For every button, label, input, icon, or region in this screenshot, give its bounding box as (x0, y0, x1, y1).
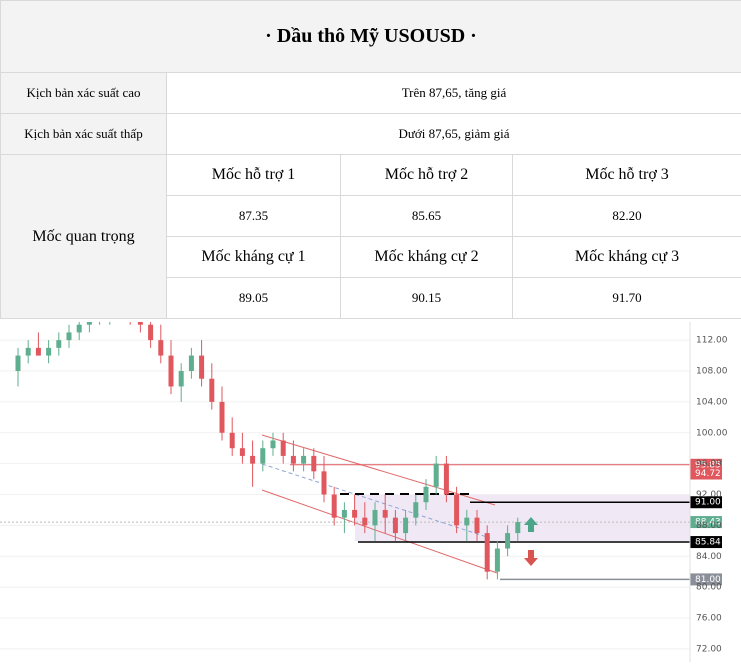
candle-body (331, 494, 337, 518)
candle-body (382, 509, 388, 518)
support-header: Mốc hỗ trợ 2 (340, 154, 513, 196)
candle-body (15, 355, 21, 372)
candles (15, 322, 521, 580)
level-label: 95.85 (695, 460, 721, 470)
y-tick-label: 92.00 (696, 490, 722, 500)
candle-body (464, 517, 470, 526)
level-label: 85.84 (695, 538, 721, 548)
y-tick-label: 112.00 (696, 336, 728, 346)
candle-body (454, 494, 460, 526)
candle-body (311, 455, 317, 472)
support-value: 85.65 (340, 195, 513, 237)
candle-body (362, 517, 368, 526)
candle-body (35, 347, 41, 356)
row-value: Dưới 87,65, giảm giá (165, 113, 741, 155)
y-tick-label: 80.00 (696, 583, 722, 593)
candle-body (505, 533, 511, 549)
level-tag (690, 467, 722, 480)
resistance-value: 91.70 (511, 277, 741, 319)
candle-body (290, 455, 296, 464)
candle-body (76, 324, 82, 333)
candle-body (158, 340, 164, 356)
candle-body (270, 440, 276, 449)
candle-body (474, 517, 480, 534)
resistance-value: 90.15 (340, 277, 513, 319)
candle-body (46, 347, 52, 356)
y-tick-label: 84.00 (696, 552, 722, 562)
y-tick-label: 96.00 (696, 459, 722, 469)
level-tag (690, 516, 722, 529)
support-header: Mốc hỗ trợ 1 (166, 154, 341, 196)
up-arrow (524, 517, 538, 532)
candle-body (137, 322, 143, 325)
candle-body (86, 322, 92, 325)
support-value: 82.20 (511, 195, 741, 237)
candle-body (433, 463, 439, 487)
candle-body (178, 371, 184, 387)
candle-body (250, 455, 256, 464)
candle-body (56, 340, 62, 348)
level-label: 94.72 (695, 469, 721, 479)
candle-body (229, 432, 235, 449)
candle-body (392, 517, 398, 534)
price-table: · Dầu thô Mỹ USOUSD · Kịch bản xác suất … (0, 0, 741, 319)
candle-body (484, 533, 490, 572)
candle-body (515, 522, 521, 534)
candle-body (443, 463, 449, 495)
resistance-header: Mốc kháng cự 1 (166, 236, 341, 278)
candle-body (66, 332, 72, 341)
candle-body (188, 355, 194, 372)
candle-body (280, 440, 286, 456)
candle-body (341, 509, 347, 518)
candle-body (321, 471, 327, 495)
chart-bg (0, 322, 741, 662)
y-tick-label: 76.00 (696, 614, 722, 624)
row-label: Kịch bản xác suất thấp (0, 113, 167, 155)
candle-body (423, 486, 429, 503)
candle-body (352, 509, 358, 518)
candle-body (239, 448, 245, 456)
section-label: Mốc quan trọng (0, 154, 167, 319)
support-header: Mốc hỗ trợ 3 (511, 154, 741, 196)
candle-body (403, 517, 409, 534)
candle-body (301, 455, 307, 464)
support-value: 87.35 (166, 195, 341, 237)
candle-body (413, 502, 419, 518)
level-tag (690, 573, 722, 586)
candle-body (148, 324, 154, 341)
row-label: Kịch bản xác suất cao (0, 72, 167, 114)
candle-body (260, 448, 266, 464)
title: · Dầu thô Mỹ USOUSD · (0, 0, 741, 73)
y-tick-label: 88.00 (696, 521, 722, 531)
candle-body (219, 401, 225, 433)
channel-mid (261, 463, 491, 539)
y-tick-label: 108.00 (696, 367, 728, 377)
y-tick-label: 72.00 (696, 644, 722, 654)
row-value: Trên 87,65, tăng giá (165, 72, 741, 114)
level-tag (690, 496, 722, 509)
level-tag (690, 536, 722, 549)
candle-body (494, 548, 500, 572)
candle-body (372, 509, 378, 526)
candle-body (209, 378, 215, 402)
resistance-header: Mốc kháng cự 2 (340, 236, 513, 278)
resistance-value: 89.05 (166, 277, 341, 319)
y-tick-label: 104.00 (696, 397, 728, 407)
candle-body (168, 355, 174, 387)
level-label: 81.00 (695, 575, 721, 585)
y-tick-label: 100.00 (696, 428, 728, 438)
resistance-header: Mốc kháng cự 3 (511, 236, 741, 278)
level-label: 88.43 (695, 518, 721, 528)
level-label: 91.00 (695, 498, 721, 508)
channel-lower (261, 489, 498, 574)
down-arrow (524, 550, 538, 566)
candle-body (25, 347, 31, 356)
candle-body (199, 355, 205, 379)
